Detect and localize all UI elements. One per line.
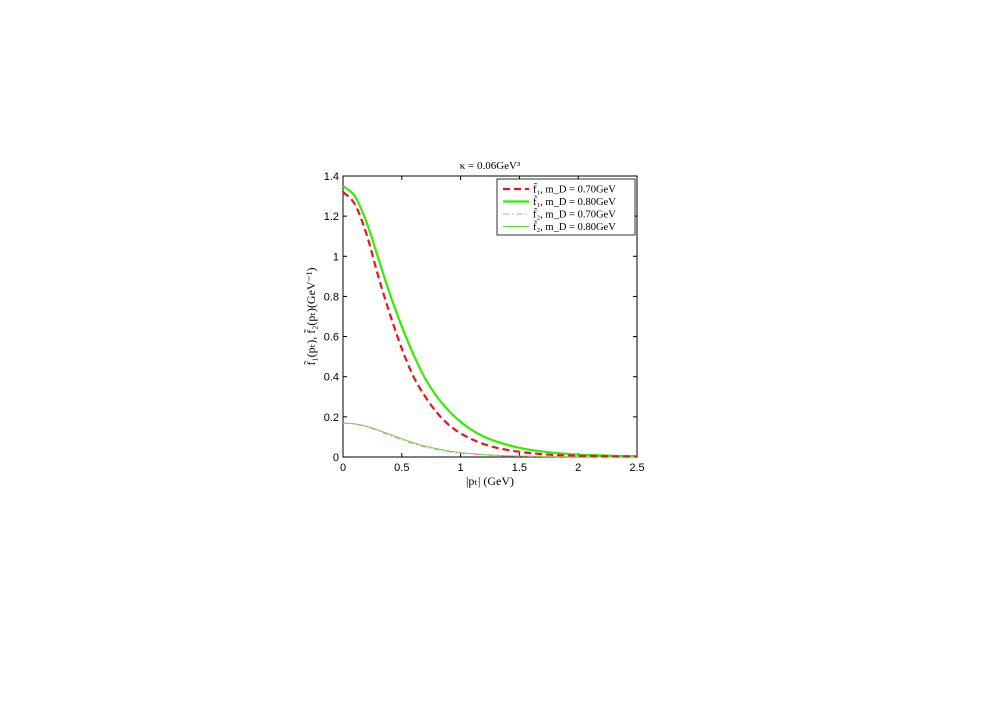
chart-title: κ = 0.06GeV³ bbox=[460, 160, 521, 172]
y-tick-label: 0.6 bbox=[324, 332, 339, 344]
series-line-3 bbox=[342, 422, 638, 458]
y-tick-label: 0.8 bbox=[324, 291, 339, 303]
x-tick-label: 2.5 bbox=[629, 462, 644, 474]
y-tick-label: 0.2 bbox=[324, 412, 339, 424]
legend-label-1: f̃₁, m_D = 0.70GeV bbox=[533, 182, 616, 196]
y-axis-label: f̃₁(pₜ), f̃₂(pₜ)(GeV⁻¹) bbox=[303, 267, 318, 365]
legend-label-4: f̃₂, m_D = 0.80GeV bbox=[533, 219, 616, 233]
x-tick-label: 2 bbox=[575, 462, 581, 474]
plot-frame bbox=[342, 175, 638, 458]
series-line-2 bbox=[342, 185, 638, 458]
x-tick-label: 0 bbox=[340, 462, 346, 474]
legend-label-2: f̃₁, m_D = 0.80GeV bbox=[533, 194, 616, 208]
y-tick-label: 0 bbox=[333, 452, 339, 464]
series-line-1 bbox=[342, 191, 638, 458]
x-axis-label: |pₜ| (GeV) bbox=[466, 474, 514, 488]
x-tick-label: 0.5 bbox=[394, 462, 409, 474]
x-tick-label: 1 bbox=[458, 462, 464, 474]
y-tick-label: 1 bbox=[333, 251, 339, 263]
y-tick-label: 0.4 bbox=[324, 372, 339, 384]
x-tick-label: 1.5 bbox=[512, 462, 527, 474]
legend-label-3: f̃₂, m_D = 0.70GeV bbox=[533, 207, 616, 221]
y-tick-label: 1.2 bbox=[324, 211, 339, 223]
y-tick-label: 1.4 bbox=[324, 171, 339, 183]
